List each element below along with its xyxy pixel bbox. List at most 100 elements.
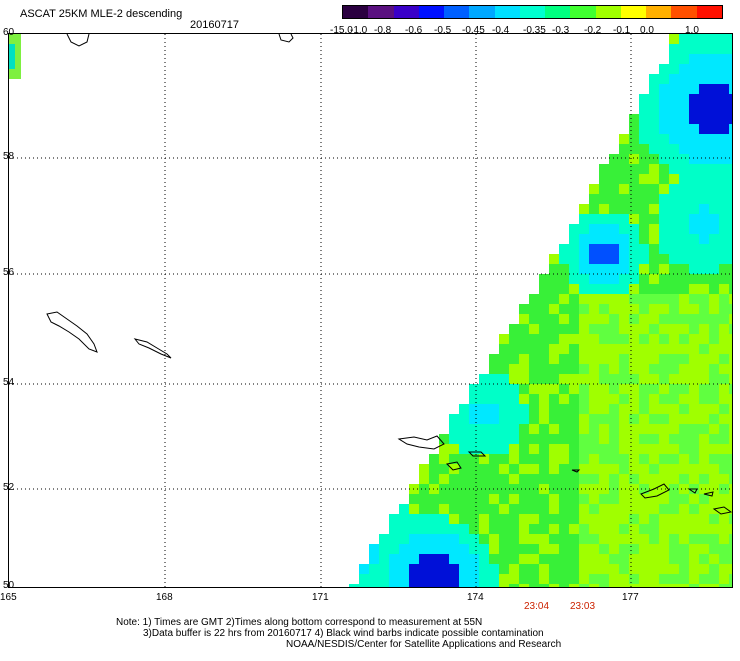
latitude-label: 58 [3,151,15,162]
swath-cell [679,494,689,504]
swath-cell [529,434,539,444]
swath-cell [649,544,659,554]
swath-cell [709,224,719,234]
swath-cell [599,304,609,314]
swath-cell [439,504,449,514]
swath-cell [459,464,469,474]
swath-cell [509,544,519,554]
swath-cell [709,554,719,564]
swath-cell [629,534,639,544]
swath-cell [729,44,732,54]
swath-cell [479,514,489,524]
swath-cell [659,144,669,154]
swath-cell [569,534,579,544]
swath-cell [609,554,619,564]
swath-cell [689,94,699,104]
colorbar-segment [494,6,520,18]
swath-cell [679,464,689,474]
swath-cell [659,414,669,424]
swath-cell [729,134,732,144]
swath-cell [529,524,539,534]
swath-cell [599,384,609,394]
swath-cell [599,554,609,564]
colorbar-tick-label: -0.6 [405,25,423,36]
swath-cell [699,354,709,364]
swath-cell [689,204,699,214]
swath-cell [649,504,659,514]
swath-cell [449,464,459,474]
swath-cell [569,424,579,434]
swath-cell [529,324,539,334]
swath-cell [649,364,659,374]
swath-cell [359,574,369,584]
swath-cell [349,584,359,587]
swath-cell [529,584,539,587]
swath-cell [549,284,559,294]
swath-cell [399,564,409,574]
swath-cell [499,464,509,474]
swath-cell [359,584,369,587]
swath-cell [479,544,489,554]
swath-cell [679,164,689,174]
swath-cell [649,444,659,454]
swath-cell [559,464,569,474]
swath-cell [619,354,629,364]
swath-cell [609,364,619,374]
swath-cell [699,544,709,554]
swath-cell [529,564,539,574]
swath-cell [639,334,649,344]
swath-cell [579,454,589,464]
swath-cell [579,564,589,574]
swath-cell [609,544,619,554]
swath-cell [699,514,709,524]
swath-cell [519,344,529,354]
swath-cell [589,264,599,274]
swath-cell [669,434,679,444]
swath-cell [639,174,649,184]
swath-cell [669,94,679,104]
swath-cell [529,384,539,394]
swath-cell [669,134,679,144]
swath-cell [589,554,599,564]
swath-cell [629,194,639,204]
swath-cell [499,514,509,524]
swath-cell [729,194,732,204]
swath-cell [629,214,639,224]
swath-cell [689,374,699,384]
swath-cell [649,474,659,484]
swath-cell [659,464,669,474]
swath-cell [659,544,669,554]
swath-cell [719,574,729,584]
swath-cell [539,474,549,484]
swath-cell [699,434,709,444]
swath-cell [539,464,549,474]
swath-cell [589,184,599,194]
swath-cell [439,564,449,574]
swath-cell [509,574,519,584]
swath-cell [589,504,599,514]
swath-cell [699,564,709,574]
swath-cell [609,194,619,204]
swath-cell [719,104,729,114]
swath-cell [669,474,679,484]
colorbar-segment [444,6,470,18]
swath-cell [699,94,709,104]
swath-cell [699,304,709,314]
swath-cell [729,434,732,444]
swath-cell [659,294,669,304]
swath-cell [419,564,429,574]
swath-cell [529,414,539,424]
swath-cell [679,204,689,214]
swath-cell [679,64,689,74]
swath-cell [599,294,609,304]
swath-cell [549,534,559,544]
swath-cell [539,274,549,284]
swath-cell [539,544,549,554]
swath-cell [589,414,599,424]
swath-cell [669,164,679,174]
swath-cell [719,404,729,414]
swath-cell [449,474,459,484]
swath-cell [649,434,659,444]
swath-cell [689,384,699,394]
swath-cell [709,424,719,434]
